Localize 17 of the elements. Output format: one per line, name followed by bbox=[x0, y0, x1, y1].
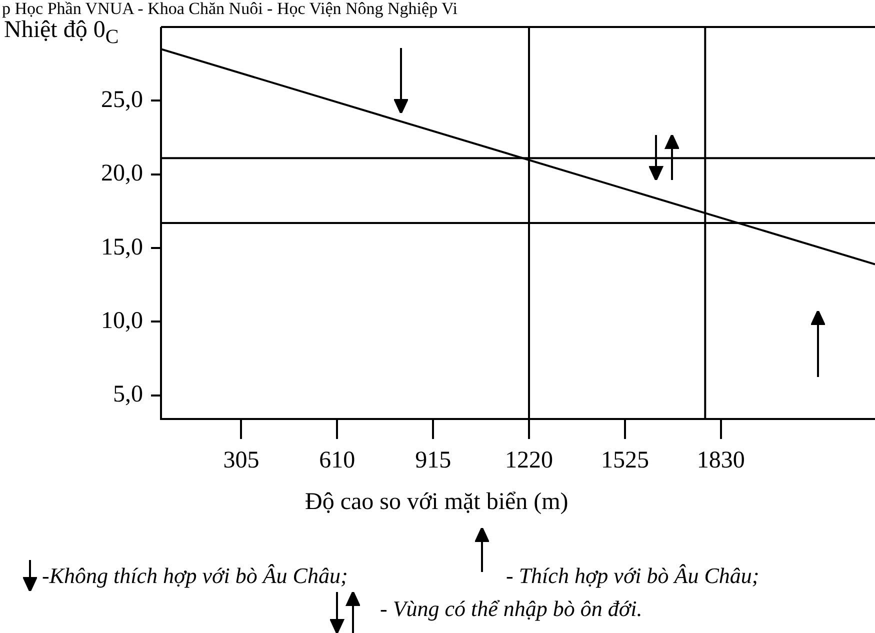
y-tick-label: 10,0 bbox=[101, 308, 143, 334]
x-tick-label: 1220 bbox=[505, 448, 554, 474]
x-tick-label: 305 bbox=[223, 448, 260, 474]
x-tick-label: 1525 bbox=[600, 448, 649, 474]
x-axis-title: Độ cao so với mặt biển (m) bbox=[305, 489, 568, 515]
text: - Thích hợp với bò Âu Châu; bbox=[506, 563, 760, 588]
x-tick-label: 610 bbox=[319, 448, 356, 474]
y-tick-label: 5,0 bbox=[113, 382, 143, 408]
y-tick-label: 25,0 bbox=[101, 86, 143, 113]
y-tick-label: 15,0 bbox=[101, 234, 143, 260]
text: - Vùng có thể nhập bò ôn đới. bbox=[380, 596, 642, 621]
y-axis-title: Nhiệt độ 0$_{C}$ bbox=[4, 17, 119, 48]
x-tick-label: 915 bbox=[415, 448, 452, 474]
text: -Không thích hợp với bò Âu Châu; bbox=[42, 563, 348, 588]
text: p Học Phần VNUA - Khoa Chăn Nuôi - Học Viện Nông Nghiệp Vi bbox=[2, 0, 458, 18]
x-tick-label: 1830 bbox=[696, 448, 745, 474]
y-tick-label: 20,0 bbox=[101, 160, 143, 187]
